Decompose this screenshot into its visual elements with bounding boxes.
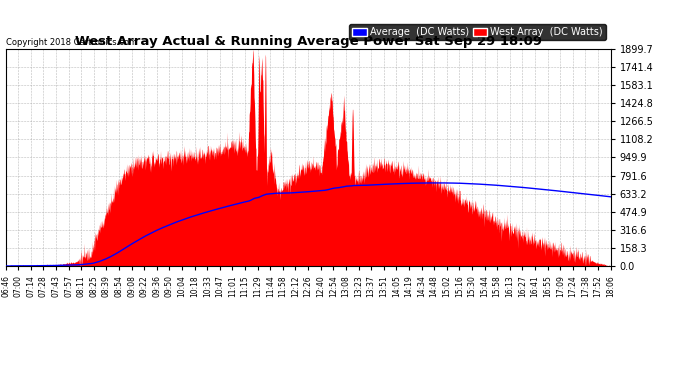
Title: West Array Actual & Running Average Power Sat Sep 29 18:09: West Array Actual & Running Average Powe…	[75, 34, 542, 48]
Legend: Average  (DC Watts), West Array  (DC Watts): Average (DC Watts), West Array (DC Watts…	[349, 24, 606, 40]
Text: Copyright 2018 Cartronics.com: Copyright 2018 Cartronics.com	[6, 38, 137, 46]
